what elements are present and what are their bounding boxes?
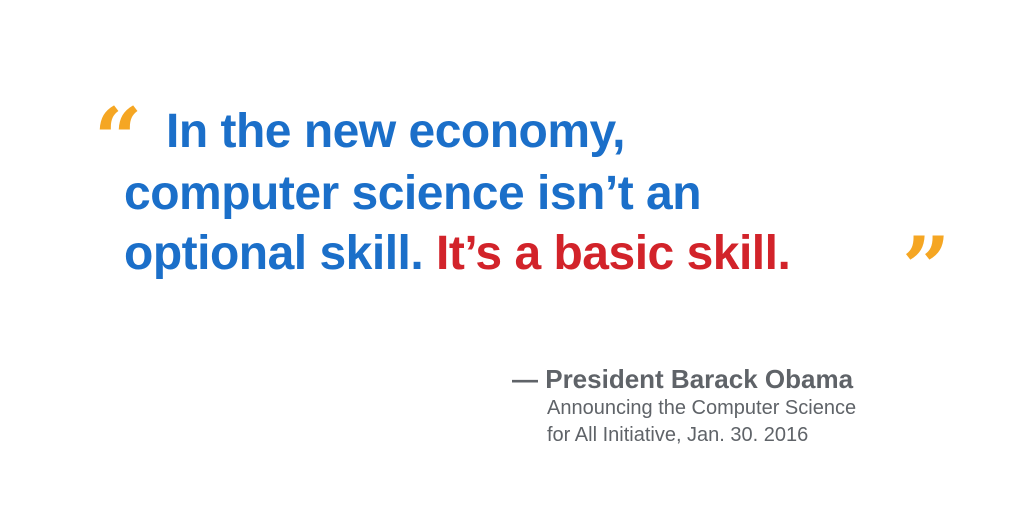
attribution-subtitle-line-2: for All Initiative, Jan. 30. 2016 <box>547 424 809 447</box>
close-quote-mark-icon: ” <box>902 218 951 317</box>
attribution-name: — President Barack Obama <box>512 364 854 394</box>
quote-line-3-emphasis-text: It’s a basic skill. <box>436 227 791 280</box>
quote-line-1: In the new economy, <box>166 105 626 158</box>
attribution-block: — President Barack Obama Announcing the … <box>512 364 856 449</box>
quote-line-3-blue-text: optional skill. <box>124 227 437 280</box>
open-quote-mark-icon: “ <box>94 89 143 188</box>
quote-line-3: optional skill. It’s a basic skill. <box>124 227 791 280</box>
attribution-subtitle-line-1: Announcing the Computer Science <box>547 397 857 420</box>
quote-line-2: computer science isn’t an <box>124 167 702 220</box>
